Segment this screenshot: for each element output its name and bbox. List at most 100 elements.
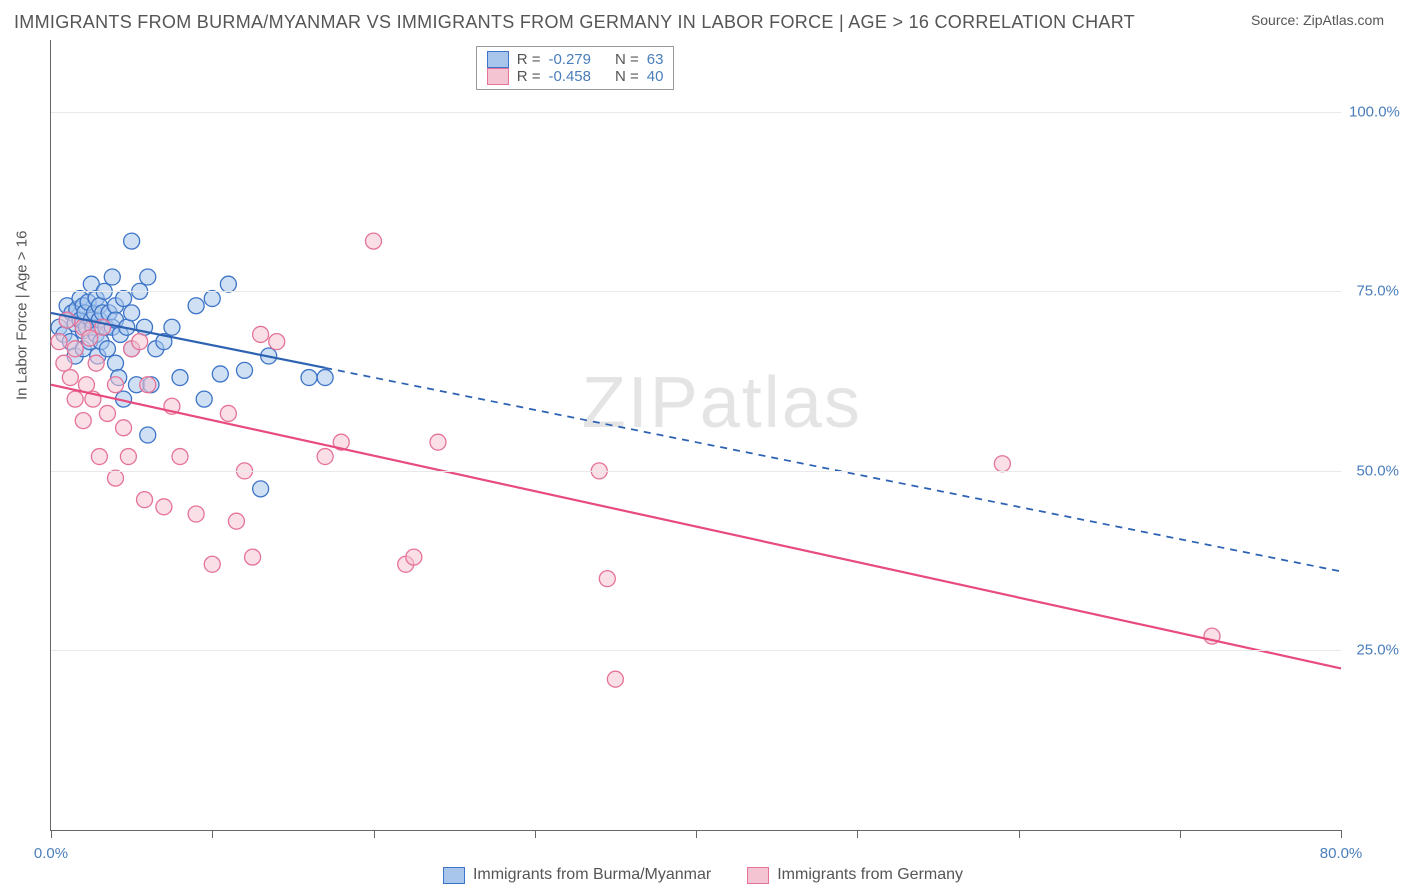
series-swatch [487, 51, 509, 68]
scatter-point [120, 449, 136, 465]
n-value: 40 [647, 68, 664, 85]
chart-title: IMMIGRANTS FROM BURMA/MYANMAR VS IMMIGRA… [14, 12, 1135, 33]
scatter-point [99, 341, 115, 357]
scatter-point [132, 334, 148, 350]
scatter-point [366, 233, 382, 249]
r-value: -0.458 [548, 68, 591, 85]
x-tick [535, 830, 536, 838]
r-label: R = [517, 68, 541, 85]
scatter-point [124, 305, 140, 321]
scatter-point [104, 269, 120, 285]
scatter-point [301, 370, 317, 386]
scatter-point [124, 233, 140, 249]
source-label: Source: [1251, 12, 1299, 28]
scatter-point [237, 362, 253, 378]
legend-label: Immigrants from Burma/Myanmar [473, 866, 711, 884]
scatter-point [430, 434, 446, 450]
scatter-point [188, 506, 204, 522]
scatter-point [607, 671, 623, 687]
scatter-point [269, 334, 285, 350]
scatter-point [140, 269, 156, 285]
scatter-point [253, 481, 269, 497]
scatter-point [188, 298, 204, 314]
y-tick-label: 50.0% [1349, 462, 1399, 479]
grid-line [51, 291, 1341, 292]
scatter-point [108, 470, 124, 486]
n-label: N = [615, 51, 639, 68]
scatter-point [204, 291, 220, 307]
scatter-point [204, 556, 220, 572]
scatter-point [91, 449, 107, 465]
trend-line-dashed [325, 368, 1341, 572]
scatter-point [317, 370, 333, 386]
bottom-legend: Immigrants from Burma/Myanmar Immigrants … [0, 866, 1406, 884]
scatter-point [599, 571, 615, 587]
scatter-point [116, 291, 132, 307]
scatter-point [108, 355, 124, 371]
x-tick-label: 0.0% [34, 845, 68, 862]
scatter-point [317, 449, 333, 465]
correlation-stats-box: R = -0.279 N = 63 R = -0.458 N = 40 [476, 46, 675, 90]
x-tick [1341, 830, 1342, 838]
scatter-point [67, 391, 83, 407]
x-tick [374, 830, 375, 838]
y-tick-label: 100.0% [1349, 103, 1399, 120]
x-tick [212, 830, 213, 838]
series-swatch [747, 867, 769, 884]
scatter-point [253, 326, 269, 342]
x-tick [1019, 830, 1020, 838]
scatter-point [116, 420, 132, 436]
scatter-point [156, 499, 172, 515]
scatter-point [99, 405, 115, 421]
scatter-point [75, 413, 91, 429]
grid-line [51, 650, 1341, 651]
stats-row: R = -0.279 N = 63 [487, 51, 664, 68]
scatter-point [62, 370, 78, 386]
scatter-point [137, 492, 153, 508]
scatter-point [245, 549, 261, 565]
r-value: -0.279 [548, 51, 591, 68]
scatter-point [172, 370, 188, 386]
trend-line [51, 385, 1341, 669]
series-swatch [487, 68, 509, 85]
scatter-point [212, 366, 228, 382]
x-tick-label: 80.0% [1320, 845, 1363, 862]
series-swatch [443, 867, 465, 884]
scatter-point [406, 549, 422, 565]
scatter-point [140, 427, 156, 443]
x-tick [51, 830, 52, 838]
scatter-point [140, 377, 156, 393]
scatter-point [172, 449, 188, 465]
scatter-point [220, 276, 236, 292]
r-label: R = [517, 51, 541, 68]
scatter-point [228, 513, 244, 529]
n-value: 63 [647, 51, 664, 68]
scatter-point [88, 355, 104, 371]
grid-line [51, 471, 1341, 472]
y-tick-label: 25.0% [1349, 642, 1399, 659]
legend-item: Immigrants from Burma/Myanmar [443, 866, 711, 884]
x-tick [857, 830, 858, 838]
scatter-point [994, 456, 1010, 472]
y-axis-label: In Labor Force | Age > 16 [14, 231, 31, 400]
scatter-point [51, 334, 67, 350]
scatter-point [56, 355, 72, 371]
x-tick [696, 830, 697, 838]
scatter-point [67, 341, 83, 357]
scatter-point [82, 330, 98, 346]
n-label: N = [615, 68, 639, 85]
source-attribution: Source: ZipAtlas.com [1251, 12, 1384, 28]
source-name: ZipAtlas.com [1303, 12, 1384, 28]
chart-svg [51, 40, 1341, 830]
stats-row: R = -0.458 N = 40 [487, 68, 664, 85]
x-tick [1180, 830, 1181, 838]
legend-label: Immigrants from Germany [777, 866, 963, 884]
scatter-point [220, 405, 236, 421]
plot-area: ZIPatlas 25.0%50.0%75.0%100.0%0.0%80.0% [50, 40, 1341, 831]
legend-item: Immigrants from Germany [747, 866, 963, 884]
scatter-point [196, 391, 212, 407]
grid-line [51, 112, 1341, 113]
scatter-point [164, 319, 180, 335]
y-tick-label: 75.0% [1349, 283, 1399, 300]
scatter-point [108, 377, 124, 393]
